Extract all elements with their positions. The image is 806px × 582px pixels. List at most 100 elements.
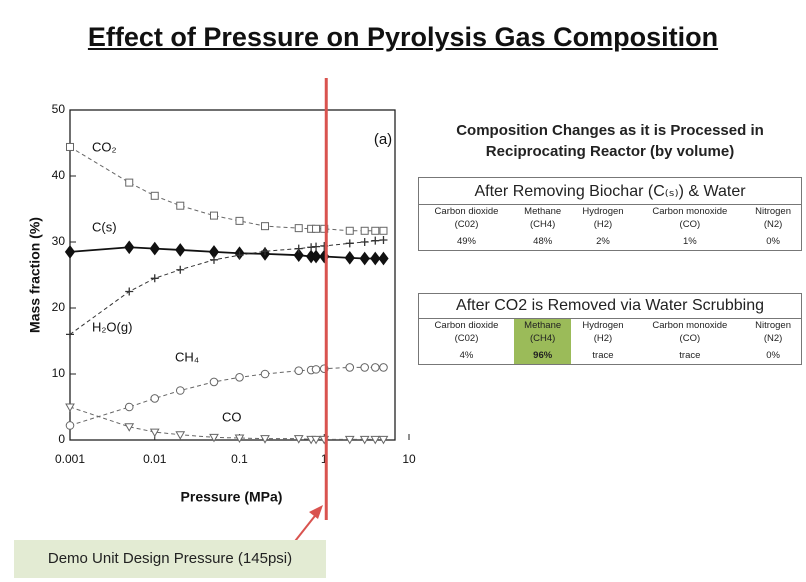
table-cell: Hydrogen xyxy=(582,206,624,217)
table-row: 4% 96% trace trace 0% xyxy=(419,345,801,364)
table-cell: Carbon dioxide xyxy=(434,206,499,217)
point xyxy=(379,236,388,245)
point xyxy=(344,251,355,265)
point xyxy=(360,238,369,246)
chart-panel xyxy=(18,98,426,523)
point xyxy=(378,251,389,266)
point xyxy=(125,178,134,187)
point xyxy=(260,369,270,379)
table-cell: Carbon monoxide xyxy=(652,320,728,331)
series-label: CH₄ xyxy=(175,349,199,364)
table-cell: Carbon monoxide xyxy=(652,206,728,217)
point xyxy=(209,433,219,443)
table-cell: (N2) xyxy=(763,219,783,230)
point xyxy=(65,421,75,430)
point xyxy=(235,251,244,260)
table-row: Carbon dioxide Methane Hydrogen Carbon mono… xyxy=(419,205,801,218)
point xyxy=(359,251,370,266)
point xyxy=(312,224,321,233)
table-cell: Nitrogen xyxy=(755,206,792,217)
table-cell: (CH4) xyxy=(514,332,572,345)
point xyxy=(150,274,159,283)
table-cell: 4% xyxy=(459,350,474,361)
slide-title: Effect of Pressure on Pyrolysis Gas Comp… xyxy=(87,22,719,52)
point xyxy=(311,435,321,445)
point xyxy=(176,201,185,210)
table-cell: 2% xyxy=(596,236,610,247)
y-tick-label: 20 xyxy=(52,300,66,314)
table-cell: 1% xyxy=(682,236,697,247)
x-tick-label: 0.1 xyxy=(231,452,248,466)
table-cell: (H2) xyxy=(593,333,613,344)
table-cell: (N2) xyxy=(763,333,783,344)
point xyxy=(261,222,270,231)
point xyxy=(66,330,74,339)
point xyxy=(293,435,304,444)
table-cell: 0% xyxy=(766,236,780,247)
point xyxy=(175,431,186,440)
note-box: Demo Unit Design Pressure (145psi) xyxy=(14,540,326,578)
point xyxy=(345,363,355,372)
table-row: (C02) (CH4) (H2) (CO) (N2) xyxy=(419,218,801,231)
point xyxy=(209,255,218,264)
x-tick-label: 0.001 xyxy=(55,452,85,466)
point xyxy=(345,226,354,235)
point xyxy=(311,365,321,374)
table-cell: Methane xyxy=(514,319,572,332)
point xyxy=(371,236,380,245)
point xyxy=(66,142,74,151)
table-cell: 96% xyxy=(514,345,572,364)
point xyxy=(294,244,303,253)
table-box: After CO2 is Removed via Water Scrubbing… xyxy=(418,293,802,365)
table-cell: (CH4) xyxy=(530,219,556,230)
table-cell: trace xyxy=(679,350,701,361)
point xyxy=(307,243,316,252)
point xyxy=(312,242,321,251)
x-tick-label: 1 xyxy=(321,452,328,466)
y-tick-label: 50 xyxy=(52,102,66,116)
point xyxy=(64,245,76,259)
arrow-head xyxy=(309,505,323,519)
table-cell: 49% xyxy=(456,236,476,247)
x-tick-label: 10 xyxy=(402,452,416,466)
series-line xyxy=(69,366,384,426)
series-line xyxy=(69,239,384,335)
point xyxy=(124,423,135,432)
point xyxy=(310,249,322,264)
table-cell: (CO) xyxy=(679,219,701,230)
y-tick-label: 30 xyxy=(52,234,66,248)
y-axis-label: Mass fraction (%) xyxy=(27,217,43,333)
plot-frame xyxy=(69,109,396,441)
point xyxy=(379,363,388,372)
point xyxy=(235,216,244,225)
table: Carbon dioxide Methane Hydrogen Carbon mono… xyxy=(419,319,801,364)
point xyxy=(150,191,159,200)
point xyxy=(378,435,389,445)
point xyxy=(124,240,135,255)
table-caption: After CO2 is Removed via Water Scrubbing xyxy=(419,294,801,319)
point xyxy=(209,211,218,220)
point xyxy=(175,386,185,395)
point xyxy=(125,287,134,296)
point xyxy=(293,248,304,263)
point xyxy=(149,428,160,438)
point xyxy=(65,403,75,413)
table-cell: Nitrogen xyxy=(755,320,792,331)
subtitle: Composition Changes as it is Processed i… xyxy=(456,122,764,160)
point xyxy=(345,239,354,248)
table-cell: (CO) xyxy=(679,333,701,344)
series-label: CO₂ xyxy=(92,139,117,154)
point xyxy=(344,435,355,445)
point xyxy=(175,243,186,257)
point xyxy=(234,434,245,444)
table-cell: Carbon dioxide xyxy=(434,320,499,331)
point xyxy=(235,373,244,382)
point xyxy=(149,241,160,256)
point xyxy=(371,226,380,235)
y-tick-label: 40 xyxy=(52,168,66,182)
table-caption: After Removing Biochar (C₍ₛ₎) & Water xyxy=(419,178,801,205)
table-cell: 0% xyxy=(766,350,780,361)
point xyxy=(124,402,134,412)
